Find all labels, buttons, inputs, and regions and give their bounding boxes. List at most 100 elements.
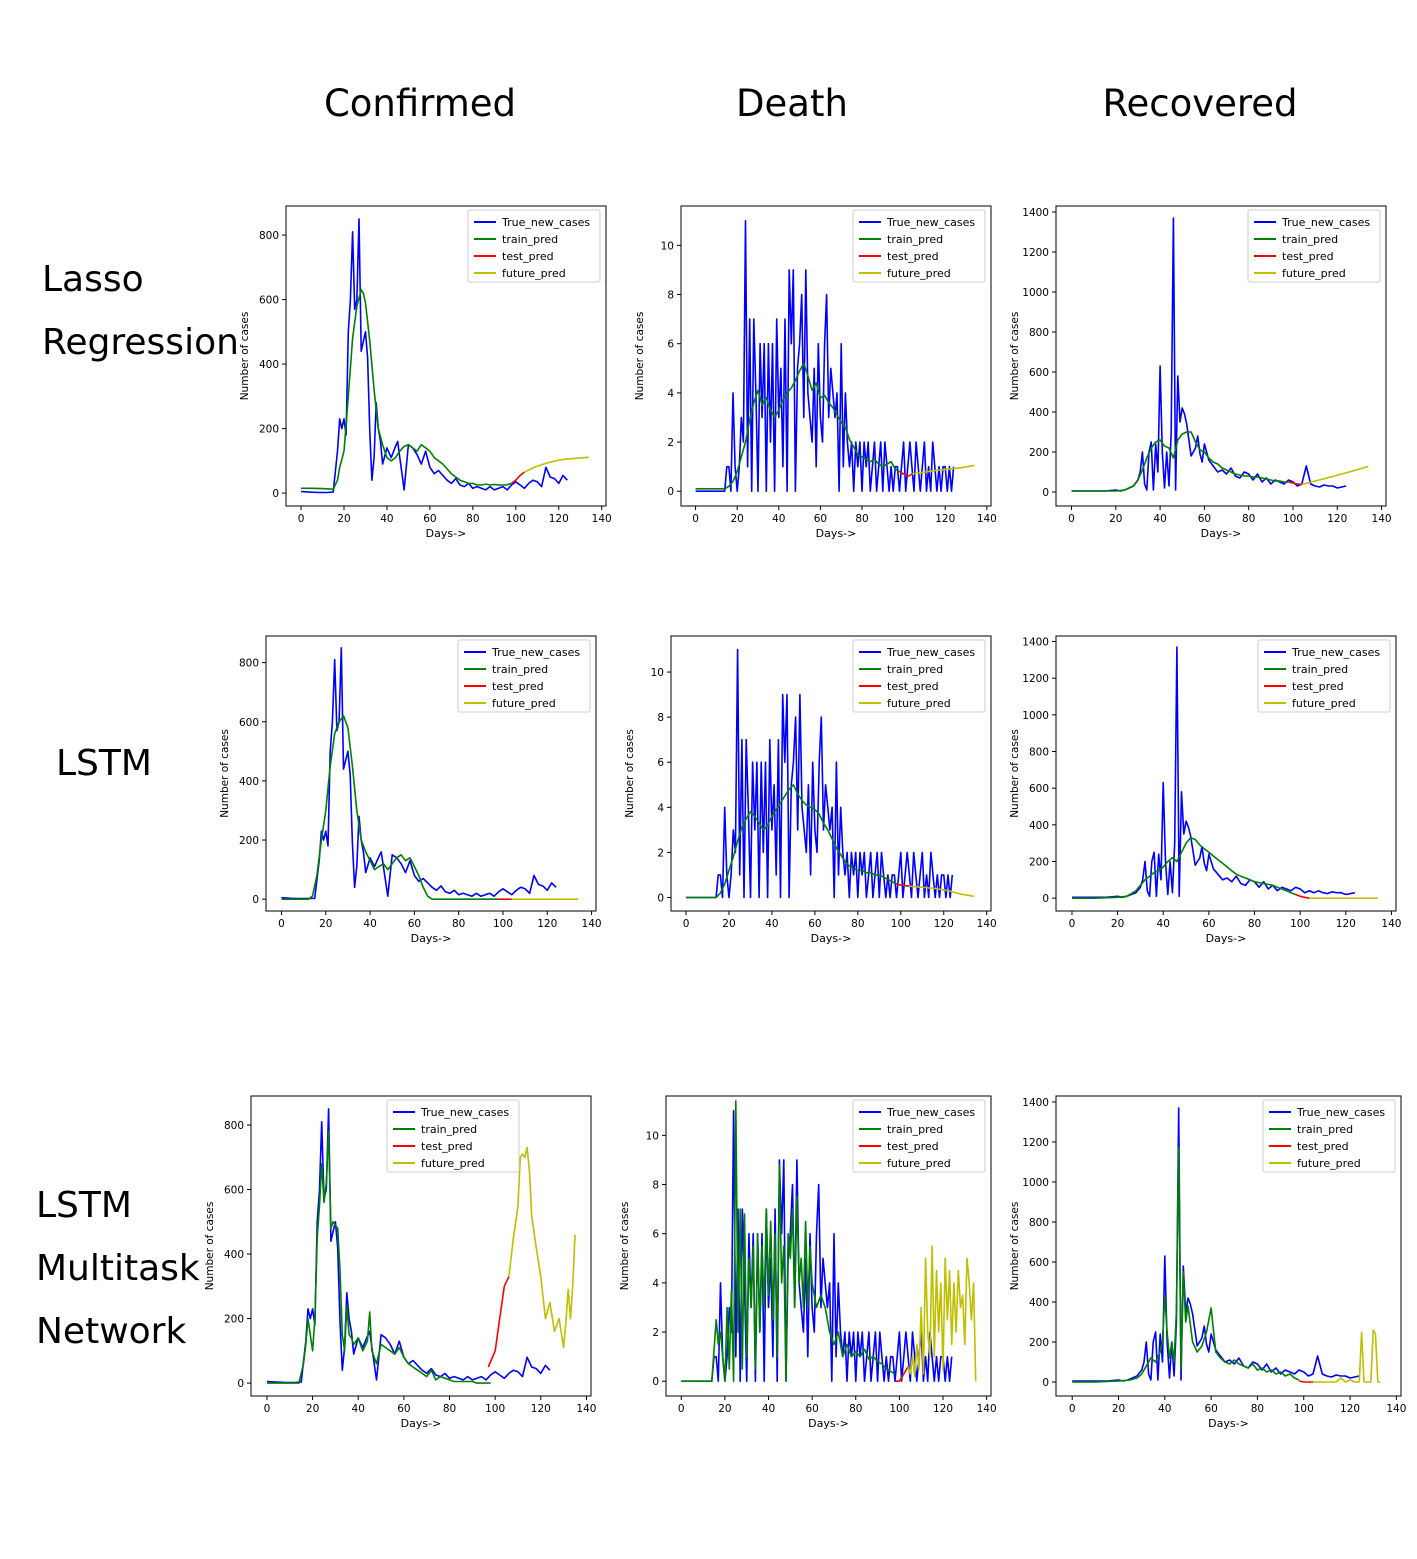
chart-lstm-confirmed: 0 20 40 60 80 100 120 140 0 200 400 600 800 Days-> Num… <box>219 635 602 945</box>
chart-lstm-death: 0 20 40 60 80 100 120 140 0 2 4 6 8 10 Days-> Number of… <box>624 635 997 945</box>
legend: True_new_cases train_pred test_pred future_… <box>852 639 986 713</box>
y-tick-label: 1200 <box>1022 247 1049 259</box>
legend-entry: test_pred <box>421 1140 473 1153</box>
y-axis-label: Number of cases <box>624 729 636 818</box>
series-line-train-pred <box>281 715 499 901</box>
column-header-recovered: Recovered <box>1102 82 1298 125</box>
x-tick-label: 80 <box>849 1403 862 1415</box>
x-tick-label: 0 <box>298 513 305 525</box>
legend-box <box>852 209 986 283</box>
legend-entry: train_pred <box>887 1123 943 1136</box>
legend: True_new_cases train_pred test_pred future_… <box>852 209 986 283</box>
x-tick-label: 120 <box>935 513 955 525</box>
y-tick-label: 2 <box>667 437 674 449</box>
legend-entry: test_pred <box>492 680 544 693</box>
x-tick-label: 20 <box>1112 1403 1125 1415</box>
x-tick-label: 40 <box>380 513 393 525</box>
y-tick-label: 1400 <box>1022 637 1049 649</box>
series-line-True-new-cases <box>1072 646 1356 899</box>
legend: True_new_cases train_pred test_pred future_… <box>1262 1099 1396 1173</box>
y-axis-label: Number of cases <box>204 1202 216 1291</box>
x-tick-label: 80 <box>466 513 479 525</box>
y-tick-label: 800 <box>239 658 259 670</box>
x-tick-label: 60 <box>408 918 421 930</box>
y-tick-label: 10 <box>661 240 674 252</box>
y-tick-label: 6 <box>657 757 664 769</box>
series-line-train-pred <box>686 784 897 899</box>
y-tick-label: 1400 <box>1022 1097 1049 1109</box>
x-tick-label: 60 <box>1204 1403 1217 1415</box>
y-axis-label: Number of cases <box>1009 729 1021 818</box>
row-header-line: Lasso <box>42 259 144 300</box>
x-tick-label: 120 <box>549 513 569 525</box>
x-axis-label: Days-> <box>411 932 452 945</box>
legend-entry: future_pred <box>421 1157 485 1170</box>
legend-entry: True_new_cases <box>1291 646 1380 659</box>
series-line-True-new-cases <box>266 1108 551 1384</box>
legend-entry: test_pred <box>887 250 939 263</box>
series-line-future-pred <box>1313 1329 1381 1383</box>
y-tick-label: 0 <box>652 1376 659 1388</box>
x-axis-label: Days-> <box>1208 1417 1249 1430</box>
series-line-future-pred <box>508 1146 576 1349</box>
y-tick-label: 200 <box>1029 857 1049 869</box>
y-axis-label: Number of cases <box>619 1202 631 1291</box>
x-tick-label: 140 <box>977 1403 997 1415</box>
legend-entry: test_pred <box>1292 680 1344 693</box>
legend-entry: test_pred <box>887 680 939 693</box>
y-tick-label: 200 <box>259 424 279 436</box>
y-tick-label: 8 <box>667 290 674 302</box>
y-tick-label: 6 <box>652 1229 659 1241</box>
chart-lstm-recovered: 0 20 40 60 80 100 120 1400200400600800100012001… <box>1009 635 1401 945</box>
series-line-train-pred <box>681 1100 896 1383</box>
x-tick-label: 120 <box>531 1403 551 1415</box>
y-tick-label: 1000 <box>1022 1177 1049 1189</box>
legend-entry: True_new_cases <box>491 646 580 659</box>
row-header-lstm: LSTM <box>56 732 152 795</box>
chart-lasso-recovered: 0 20 40 60 80 100 120 1400200400600800100012001… <box>1009 205 1392 540</box>
x-tick-label: 40 <box>1158 1403 1171 1415</box>
series-line-future-pred <box>907 1245 977 1382</box>
x-tick-label: 40 <box>352 1403 365 1415</box>
x-tick-label: 100 <box>889 1403 909 1415</box>
row-header-lasso-regression: Lasso Regression <box>42 248 239 374</box>
legend-entry: True_new_cases <box>886 1106 975 1119</box>
y-tick-label: 0 <box>657 892 664 904</box>
x-tick-label: 20 <box>306 1403 319 1415</box>
x-axis-label: Days-> <box>1206 932 1247 945</box>
series-line-test-pred <box>1298 1380 1313 1383</box>
legend: True_new_cases train_pred test_pred future_… <box>467 209 601 283</box>
x-tick-label: 60 <box>814 513 827 525</box>
y-tick-label: 600 <box>259 295 279 307</box>
series-line-True-new-cases <box>281 646 557 900</box>
y-tick-label: 0 <box>237 1378 244 1390</box>
y-tick-label: 0 <box>667 486 674 498</box>
legend: True_new_cases train_pred test_pred future_… <box>1257 639 1391 713</box>
y-tick-label: 1200 <box>1022 1137 1049 1149</box>
y-tick-label: 0 <box>1042 487 1049 499</box>
y-tick-label: 800 <box>1029 747 1049 759</box>
legend-entry: True_new_cases <box>420 1106 509 1119</box>
y-tick-label: 8 <box>657 712 664 724</box>
x-tick-label: 80 <box>1248 918 1261 930</box>
legend-entry: train_pred <box>1292 663 1348 676</box>
y-tick-label: 800 <box>1029 327 1049 339</box>
series-line-True-new-cases <box>300 218 568 494</box>
x-tick-label: 0 <box>264 1403 271 1415</box>
series-line-True-new-cases <box>695 219 955 493</box>
y-axis-label: Number of cases <box>634 312 646 401</box>
x-tick-label: 0 <box>692 513 699 525</box>
x-tick-label: 60 <box>397 1403 410 1415</box>
y-tick-label: 4 <box>652 1278 659 1290</box>
series-line-test-pred <box>895 1366 909 1383</box>
x-tick-label: 20 <box>1111 918 1124 930</box>
legend-entry: test_pred <box>887 1140 939 1153</box>
series-line-test-pred <box>1288 481 1302 486</box>
x-tick-label: 40 <box>772 513 785 525</box>
y-tick-label: 6 <box>667 339 674 351</box>
legend-entry: future_pred <box>887 697 951 710</box>
series-line-train-pred <box>695 362 900 490</box>
x-tick-label: 40 <box>762 1403 775 1415</box>
legend: True_new_cases train_pred test_pred future_… <box>1247 209 1381 283</box>
y-tick-label: 1000 <box>1022 710 1049 722</box>
